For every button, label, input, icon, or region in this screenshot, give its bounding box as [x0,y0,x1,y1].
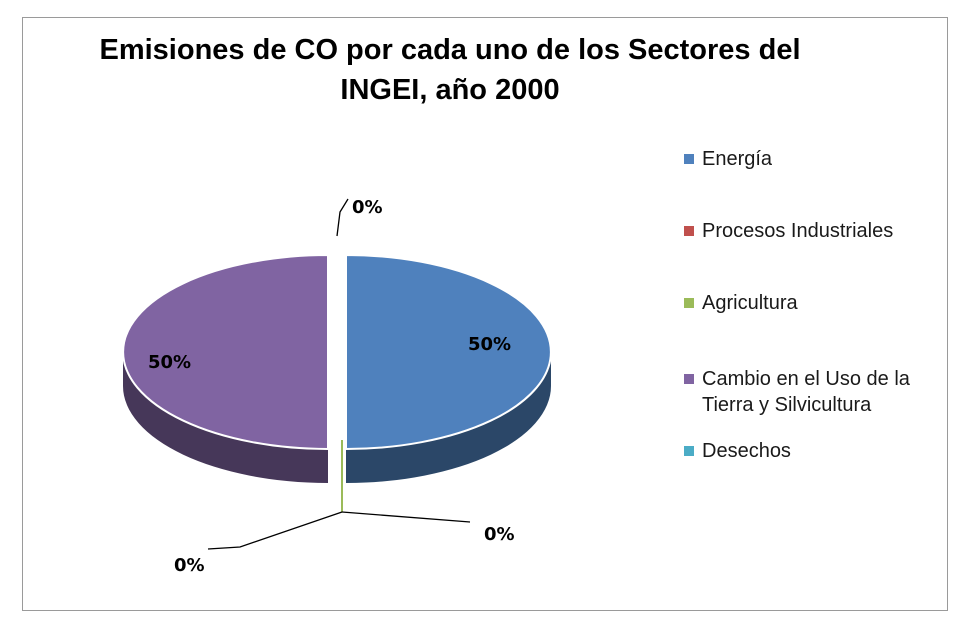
data-label-energia: 50% [468,334,511,355]
data-label-procesos-industriales: 0% [352,197,383,218]
leader-line-procesos-industriales [336,198,349,237]
legend-swatch-energia [684,154,694,164]
pie-data-labels: 50% 0% 0% 50% 0% [148,197,515,576]
legend-label-agricultura: Agricultura [702,292,798,314]
pie-slices [122,253,552,512]
leader-line-agricultura [341,511,471,523]
chart-title: Emisiones de CO por cada uno de los Sect… [99,34,801,106]
pie-slice-cambio-en-el-uso-de-la-tierra-y-silvicultura [122,253,329,451]
legend-item-agricultura: Agricultura [684,290,934,316]
legend-item-desechos: Desechos [684,438,934,464]
legend-item-procesos-industriales: Procesos Industriales [684,218,934,244]
legend-item-cambio-uso-tierra: Cambio en el Uso de la Tierra y Silvicul… [684,366,934,418]
legend-swatch-procesos-industriales [684,226,694,236]
legend-swatch-agricultura [684,298,694,308]
data-label-cambio-en-el-uso-de-la-tierra-y-silvicultura: 50% [148,352,191,373]
pie-slice-energia [345,253,552,451]
legend-label-procesos-industriales: Procesos Industriales [702,220,894,242]
legend-label-desechos: Desechos [702,440,791,462]
pie-slice-side-cambio-en-el-uso-de-la-tierra-y-silvicultura [123,352,328,483]
legend-swatch-cambio-uso-tierra [684,374,694,384]
legend-label-energia: Energía [702,148,773,170]
legend-label-cambio-uso-tierra: Cambio en el Uso de la Tierra y Silvicul… [702,368,910,416]
leader-line-desechos [207,511,343,550]
pie-slice-side-energia [346,352,551,483]
legend-item-energia: Energía [684,146,934,172]
data-label-desechos: 0% [174,555,205,576]
data-label-agricultura: 0% [484,524,515,545]
legend-swatch-desechos [684,446,694,456]
